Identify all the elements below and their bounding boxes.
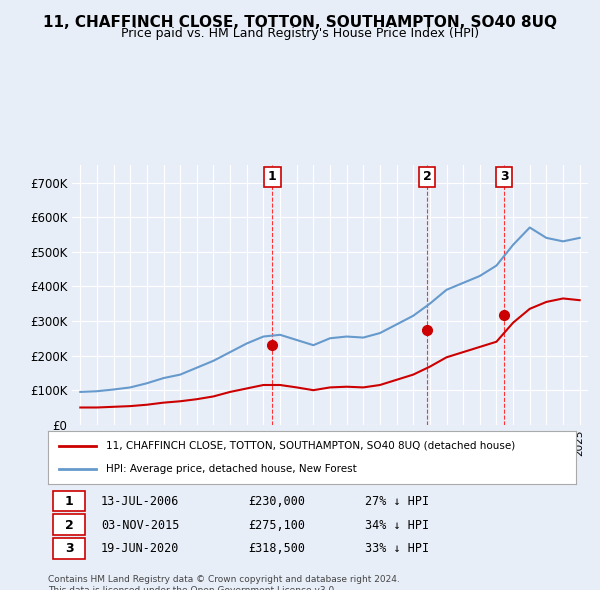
Text: 27% ↓ HPI: 27% ↓ HPI — [365, 495, 429, 508]
Text: Contains HM Land Registry data © Crown copyright and database right 2024.
This d: Contains HM Land Registry data © Crown c… — [48, 575, 400, 590]
Text: £318,500: £318,500 — [248, 542, 305, 555]
Text: 1: 1 — [268, 171, 277, 183]
FancyBboxPatch shape — [53, 514, 85, 535]
FancyBboxPatch shape — [53, 491, 85, 512]
FancyBboxPatch shape — [53, 538, 85, 559]
Text: 34% ↓ HPI: 34% ↓ HPI — [365, 519, 429, 532]
Text: 2: 2 — [65, 519, 73, 532]
Text: £230,000: £230,000 — [248, 495, 305, 508]
Text: 3: 3 — [65, 542, 73, 555]
Text: HPI: Average price, detached house, New Forest: HPI: Average price, detached house, New … — [106, 464, 357, 474]
Text: £275,100: £275,100 — [248, 519, 305, 532]
Text: 03-NOV-2015: 03-NOV-2015 — [101, 519, 179, 532]
Text: 33% ↓ HPI: 33% ↓ HPI — [365, 542, 429, 555]
Text: 11, CHAFFINCH CLOSE, TOTTON, SOUTHAMPTON, SO40 8UQ: 11, CHAFFINCH CLOSE, TOTTON, SOUTHAMPTON… — [43, 15, 557, 30]
Text: 13-JUL-2006: 13-JUL-2006 — [101, 495, 179, 508]
Text: 3: 3 — [500, 171, 509, 183]
Text: 19-JUN-2020: 19-JUN-2020 — [101, 542, 179, 555]
Text: 11, CHAFFINCH CLOSE, TOTTON, SOUTHAMPTON, SO40 8UQ (detached house): 11, CHAFFINCH CLOSE, TOTTON, SOUTHAMPTON… — [106, 441, 515, 451]
Text: 2: 2 — [423, 171, 431, 183]
Text: Price paid vs. HM Land Registry's House Price Index (HPI): Price paid vs. HM Land Registry's House … — [121, 27, 479, 40]
Text: 1: 1 — [65, 495, 73, 508]
